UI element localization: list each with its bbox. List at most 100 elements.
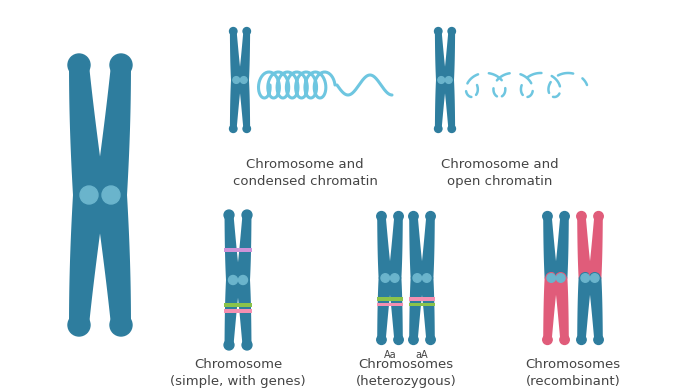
Bar: [409, 303, 435, 306]
Text: Chromosome and
condensed chromatin: Chromosome and condensed chromatin: [233, 158, 378, 188]
Polygon shape: [443, 31, 455, 80]
Circle shape: [68, 54, 90, 76]
Polygon shape: [420, 277, 435, 340]
Circle shape: [394, 335, 403, 344]
Ellipse shape: [438, 76, 445, 83]
Circle shape: [98, 182, 124, 208]
Circle shape: [224, 210, 234, 220]
Circle shape: [560, 335, 569, 344]
Circle shape: [577, 335, 586, 344]
Circle shape: [445, 76, 453, 84]
Polygon shape: [377, 216, 392, 278]
Circle shape: [230, 125, 237, 133]
Circle shape: [238, 275, 248, 285]
Polygon shape: [236, 215, 251, 281]
Circle shape: [577, 211, 586, 221]
Polygon shape: [69, 64, 105, 197]
Circle shape: [242, 340, 252, 350]
Ellipse shape: [240, 76, 247, 83]
Circle shape: [77, 182, 102, 208]
Circle shape: [412, 273, 422, 283]
Circle shape: [232, 76, 240, 84]
Ellipse shape: [445, 76, 452, 83]
Circle shape: [448, 28, 456, 35]
Circle shape: [435, 125, 442, 133]
Polygon shape: [230, 80, 242, 129]
Text: Chromosomes
(heterozygous): Chromosomes (heterozygous): [355, 358, 456, 388]
Circle shape: [560, 211, 569, 221]
Polygon shape: [95, 64, 131, 197]
Polygon shape: [238, 80, 250, 129]
Ellipse shape: [229, 275, 238, 284]
Ellipse shape: [80, 186, 98, 204]
Circle shape: [238, 275, 248, 285]
Circle shape: [543, 211, 552, 221]
Polygon shape: [388, 216, 403, 278]
Ellipse shape: [422, 274, 431, 282]
Polygon shape: [388, 277, 403, 340]
Circle shape: [555, 273, 566, 283]
Text: Chromosomes
(recombinant): Chromosomes (recombinant): [525, 358, 621, 388]
Circle shape: [421, 273, 432, 283]
Circle shape: [230, 28, 237, 35]
Circle shape: [590, 273, 600, 283]
Circle shape: [242, 210, 252, 220]
Circle shape: [224, 340, 234, 350]
Polygon shape: [588, 216, 603, 278]
Circle shape: [426, 211, 435, 221]
Polygon shape: [554, 277, 569, 340]
Polygon shape: [588, 277, 603, 340]
Ellipse shape: [590, 274, 599, 282]
Circle shape: [555, 273, 566, 283]
Circle shape: [227, 275, 238, 285]
Bar: [224, 303, 252, 307]
Circle shape: [543, 335, 552, 344]
Polygon shape: [230, 31, 242, 80]
Polygon shape: [543, 277, 558, 340]
Circle shape: [227, 275, 238, 285]
Text: Aa: Aa: [384, 350, 396, 360]
Polygon shape: [577, 216, 592, 278]
Circle shape: [110, 54, 132, 76]
Circle shape: [380, 273, 391, 283]
Text: Chromosome
(simple, with genes): Chromosome (simple, with genes): [170, 358, 306, 388]
Circle shape: [110, 314, 132, 336]
Text: aA: aA: [416, 350, 429, 360]
Polygon shape: [420, 216, 435, 278]
Polygon shape: [236, 279, 251, 345]
Circle shape: [421, 273, 432, 283]
Ellipse shape: [238, 275, 248, 284]
Circle shape: [594, 211, 603, 221]
Circle shape: [243, 28, 250, 35]
Circle shape: [445, 76, 453, 84]
Polygon shape: [435, 80, 446, 129]
Ellipse shape: [233, 76, 240, 83]
Circle shape: [394, 211, 403, 221]
Circle shape: [437, 76, 445, 84]
Circle shape: [77, 182, 102, 208]
Circle shape: [240, 76, 248, 84]
Bar: [409, 297, 435, 301]
Circle shape: [376, 211, 386, 221]
Circle shape: [409, 211, 418, 221]
Circle shape: [437, 76, 445, 84]
Ellipse shape: [413, 274, 422, 282]
Ellipse shape: [102, 186, 120, 204]
Circle shape: [448, 125, 456, 133]
Circle shape: [590, 273, 600, 283]
Circle shape: [580, 273, 590, 283]
Polygon shape: [377, 277, 392, 340]
Circle shape: [389, 273, 400, 283]
Polygon shape: [95, 193, 131, 326]
Polygon shape: [225, 279, 240, 345]
Circle shape: [546, 273, 556, 283]
Circle shape: [240, 76, 248, 84]
Ellipse shape: [381, 274, 389, 282]
Polygon shape: [69, 193, 105, 326]
Circle shape: [580, 273, 590, 283]
Polygon shape: [577, 277, 592, 340]
Ellipse shape: [547, 274, 556, 282]
Circle shape: [426, 335, 435, 344]
Circle shape: [376, 335, 386, 344]
Bar: [377, 303, 403, 306]
